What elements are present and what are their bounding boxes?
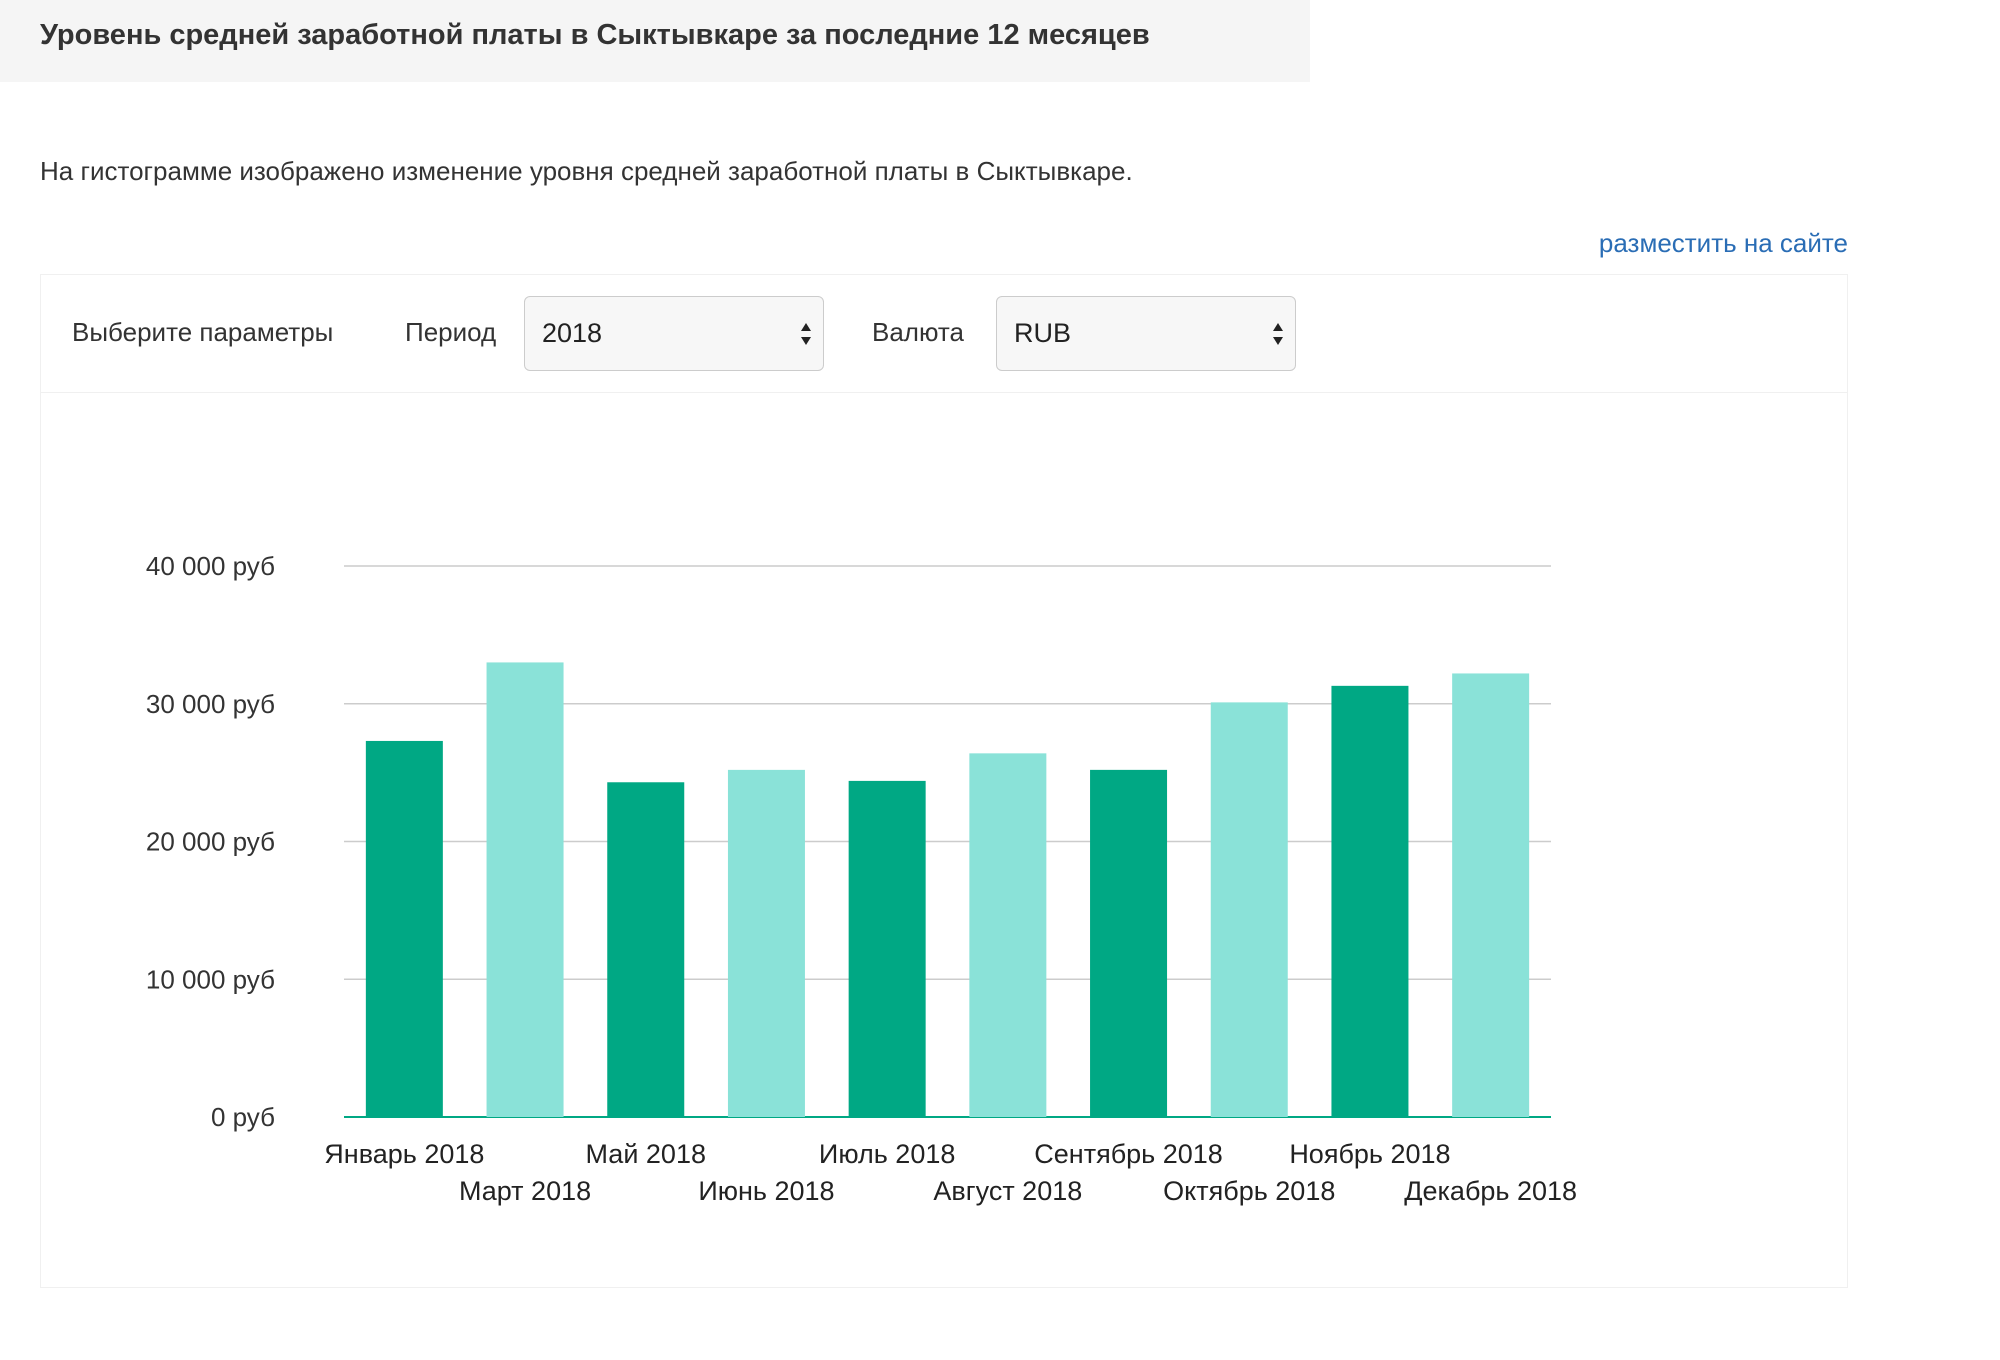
- x-axis-ticks: Январь 2018 Март 2018 Май 2018 Июнь 2018 Июл…: [324, 1139, 1577, 1206]
- x-tick-label: Август 2018: [933, 1176, 1082, 1206]
- bar-10[interactable]: [1452, 673, 1530, 1117]
- y-tick-label: 30 000 руб: [146, 689, 275, 719]
- bar-5[interactable]: [848, 780, 926, 1117]
- currency-label: Валюта: [872, 317, 964, 347]
- y-tick-label: 0 руб: [211, 1102, 275, 1132]
- y-tick-label: 40 000 руб: [146, 551, 275, 581]
- bar-3[interactable]: [607, 782, 685, 1117]
- x-tick-label: Июнь 2018: [698, 1176, 834, 1206]
- x-tick-label: Октябрь 2018: [1163, 1176, 1335, 1206]
- y-axis-ticks: 0 руб 10 000 руб 20 000 руб 30 000 руб 40 00…: [146, 551, 275, 1132]
- period-label: Период: [405, 317, 497, 347]
- x-tick-label: Январь 2018: [324, 1139, 484, 1169]
- x-tick-label: Июль 2018: [819, 1139, 955, 1169]
- chart-controls: Выберите параметры Период 2018 Валюта RU…: [41, 275, 1847, 393]
- select-arrows-icon: [801, 323, 811, 345]
- x-tick-label: Сентябрь 2018: [1034, 1139, 1223, 1169]
- currency-select-value: RUB: [1014, 318, 1072, 348]
- bar-2[interactable]: [486, 662, 564, 1117]
- bars: [365, 662, 1530, 1117]
- x-tick-label: Март 2018: [459, 1176, 591, 1206]
- salary-bar-chart: 0 руб 10 000 руб 20 000 руб 30 000 руб 40 00…: [146, 551, 1577, 1206]
- chart-panel: Выберите параметры Период 2018 Валюта RU…: [40, 274, 1848, 1288]
- params-label: Выберите параметры: [72, 317, 334, 347]
- period-select[interactable]: 2018: [524, 296, 824, 371]
- y-tick-label: 20 000 руб: [146, 827, 275, 857]
- y-tick-label: 10 000 руб: [146, 964, 275, 994]
- x-tick-label: Ноябрь 2018: [1289, 1139, 1450, 1169]
- select-arrows-icon: [1273, 323, 1283, 345]
- x-tick-label: Декабрь 2018: [1404, 1176, 1577, 1206]
- bar-6[interactable]: [969, 753, 1047, 1117]
- bar-7[interactable]: [1090, 769, 1168, 1117]
- bar-9[interactable]: [1331, 685, 1409, 1117]
- x-tick-label: Май 2018: [586, 1139, 706, 1169]
- period-select-value: 2018: [542, 318, 603, 348]
- chart-description: На гистограмме изображено изменение уров…: [40, 156, 1133, 186]
- currency-select[interactable]: RUB: [996, 296, 1296, 371]
- chart-area: 0 руб 10 000 руб 20 000 руб 30 000 руб 40 00…: [41, 393, 1847, 1287]
- embed-on-site-link[interactable]: разместить на сайте: [1598, 228, 1848, 258]
- title-bar: Уровень средней заработной платы в Сыкты…: [0, 0, 1310, 82]
- bar-8[interactable]: [1210, 702, 1288, 1117]
- page-title: Уровень средней заработной платы в Сыкты…: [40, 19, 1150, 51]
- bar-4[interactable]: [727, 769, 805, 1117]
- bar-1[interactable]: [365, 740, 443, 1117]
